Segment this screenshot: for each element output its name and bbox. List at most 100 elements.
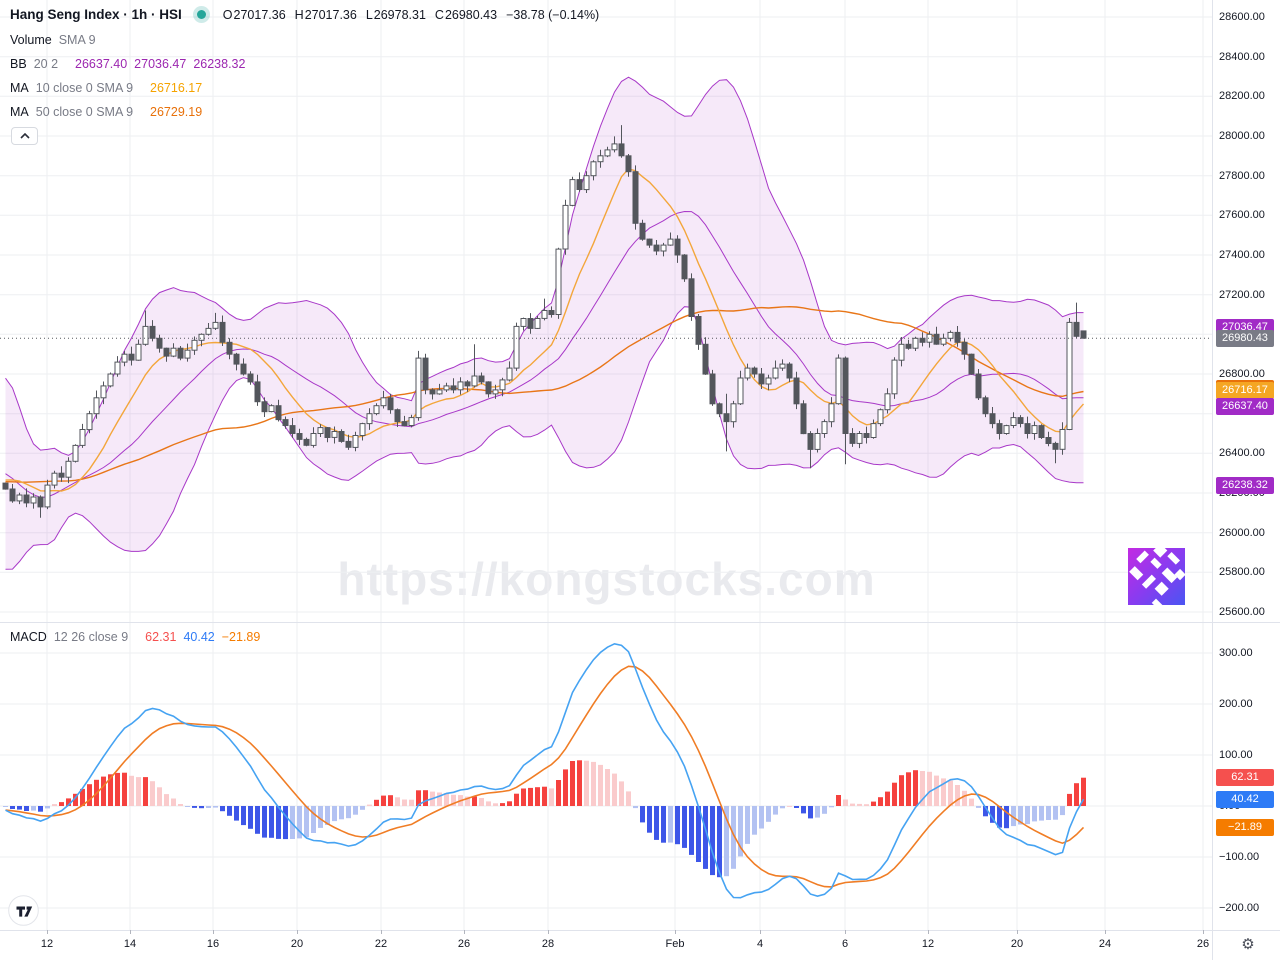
- time-axis-label: 20: [290, 938, 304, 950]
- price-axis-label: 27800.00: [1219, 169, 1265, 182]
- time-axis-label: 20: [1010, 938, 1024, 950]
- symbol-legend-row[interactable]: Hang Seng Index · 1h · HSI O 27017.36 H 27…: [10, 7, 599, 22]
- time-axis-label: 26: [457, 938, 471, 950]
- axis-badge-bb-lower: 26238.32: [1216, 476, 1274, 494]
- price-axis-label: 28200.00: [1219, 90, 1265, 103]
- macd-legend-row[interactable]: MACD 12 26 close 9 62.31 40.42 −21.89: [10, 630, 260, 644]
- macd-hist-value: 62.31: [145, 630, 177, 644]
- price-axis-label: 25800.00: [1219, 566, 1265, 579]
- grid-lines: [0, 0, 1213, 930]
- macd-axis-label: −100.00: [1219, 851, 1260, 863]
- bb-params: 20 2: [33, 57, 59, 71]
- macd-axis-label: 300.00: [1219, 647, 1253, 659]
- time-axis-label: Feb: [665, 938, 685, 950]
- symbol-title: Hang Seng Index · 1h · HSI: [10, 7, 182, 22]
- price-axis-label: 28000.00: [1219, 130, 1265, 142]
- tradingview-logo[interactable]: [8, 895, 39, 926]
- price-axis-label: 26400.00: [1219, 447, 1265, 460]
- ma10-label: MA: [10, 81, 29, 95]
- axis-separator-vertical: [1212, 0, 1213, 960]
- time-tick: [1203, 930, 1204, 934]
- ma50-label: MA: [10, 105, 29, 119]
- macd-main-line: [5, 642, 1085, 899]
- chevron-up-icon: [19, 133, 30, 139]
- collapse-pane-button[interactable]: [11, 127, 38, 145]
- market-status-icon: [196, 10, 206, 19]
- axis-badge-last-price: 26980.43: [1216, 329, 1274, 347]
- ma50-value: 26729.19: [150, 105, 203, 119]
- close-value: 26980.43: [444, 7, 498, 22]
- time-axis-label: 14: [123, 938, 137, 950]
- time-tick: [213, 930, 214, 934]
- time-axis[interactable]: 12 14 16 20 22 26 28 Feb 4 6 12 20 24 26: [0, 930, 1280, 960]
- ma50-legend-row[interactable]: MA 50 close 0 SMA 9 26729.19: [10, 105, 202, 119]
- ma10-value: 26716.17: [150, 81, 203, 95]
- time-tick: [928, 930, 929, 934]
- price-axis[interactable]: 28600.00 28400.00 28200.00 28000.00 27800.00…: [1213, 0, 1280, 930]
- macd-axis-label: 200.00: [1219, 698, 1253, 710]
- pane-separator[interactable]: [0, 622, 1280, 623]
- bb-lower-line: [5, 306, 1084, 570]
- time-tick: [130, 930, 131, 934]
- ma10-params: 10 close 0 SMA 9: [35, 81, 134, 95]
- ma10-legend-row[interactable]: MA 10 close 0 SMA 9 26716.17: [10, 81, 202, 95]
- time-tick: [1017, 930, 1018, 934]
- time-axis-separator: [0, 930, 1280, 931]
- axis-badge-macd-signal: −21.89: [1216, 818, 1274, 836]
- time-tick: [675, 930, 676, 934]
- ohlc-values: O 27017.36 H 27017.36 L 26978.31 C 26980.43 …: [222, 7, 600, 22]
- macd-params: 12 26 close 9: [53, 630, 129, 644]
- axis-badge-bb-basis: 26637.40: [1216, 397, 1274, 415]
- axis-badge-macd-hist: 62.31: [1216, 769, 1274, 787]
- macd-pane: [3, 642, 1086, 899]
- price-axis-label: 28600.00: [1219, 11, 1265, 23]
- time-tick: [47, 930, 48, 934]
- time-tick: [1105, 930, 1106, 934]
- time-axis-label: 6: [841, 938, 849, 950]
- bb-label: BB: [10, 57, 27, 71]
- time-tick: [381, 930, 382, 934]
- macd-label: MACD: [10, 630, 47, 644]
- time-tick: [548, 930, 549, 934]
- bb-basis-value: 26637.40: [75, 57, 128, 71]
- chart-canvas[interactable]: [0, 0, 1213, 930]
- volume-params: SMA 9: [58, 33, 96, 47]
- bb-legend-row[interactable]: BB 20 2 26637.40 27036.47 26238.32: [10, 57, 245, 71]
- macd-axis-label: −200.00: [1219, 902, 1260, 914]
- price-axis-label: 26800.00: [1219, 368, 1265, 380]
- site-qr-logo: [1128, 548, 1185, 605]
- ma50-line: [5, 305, 1084, 483]
- volume-label: Volume: [10, 33, 52, 47]
- price-axis-label: 27600.00: [1219, 209, 1265, 222]
- watermark: https://kongstocks.com: [337, 553, 876, 605]
- time-tick: [760, 930, 761, 934]
- change-value: −38.78 (−0.14%): [506, 7, 600, 22]
- time-tick: [464, 930, 465, 934]
- price-axis-label: 28400.00: [1219, 50, 1265, 63]
- time-axis-label: 24: [1098, 938, 1112, 950]
- price-axis-label: 26000.00: [1219, 526, 1265, 539]
- time-axis-label: 4: [756, 938, 764, 950]
- bb-fill: [5, 77, 1084, 570]
- price-axis-label: 27200.00: [1219, 288, 1265, 301]
- time-tick: [845, 930, 846, 934]
- price-axis-label: 27400.00: [1219, 249, 1265, 261]
- open-value: 27017.36: [233, 7, 286, 22]
- macd-histogram: [3, 760, 1086, 878]
- bb-upper-value: 27036.47: [134, 57, 187, 71]
- gear-icon[interactable]: ⚙: [1241, 935, 1255, 953]
- time-axis-label: 16: [206, 938, 220, 950]
- main-price-pane: [0, 76, 1213, 570]
- candlesticks: [2, 125, 1087, 518]
- macd-line-value: 40.42: [183, 630, 215, 644]
- volume-legend-row[interactable]: Volume SMA 9: [10, 33, 96, 47]
- low-value: 26978.31: [373, 7, 426, 22]
- time-axis-label: 12: [921, 938, 935, 950]
- time-tick: [297, 930, 298, 934]
- ma50-params: 50 close 0 SMA 9: [35, 105, 134, 119]
- axis-badge-macd-line: 40.42: [1216, 790, 1274, 808]
- time-axis-label: 22: [374, 938, 388, 950]
- price-axis-label: 25600.00: [1219, 606, 1265, 618]
- ma10-line: [5, 168, 1085, 492]
